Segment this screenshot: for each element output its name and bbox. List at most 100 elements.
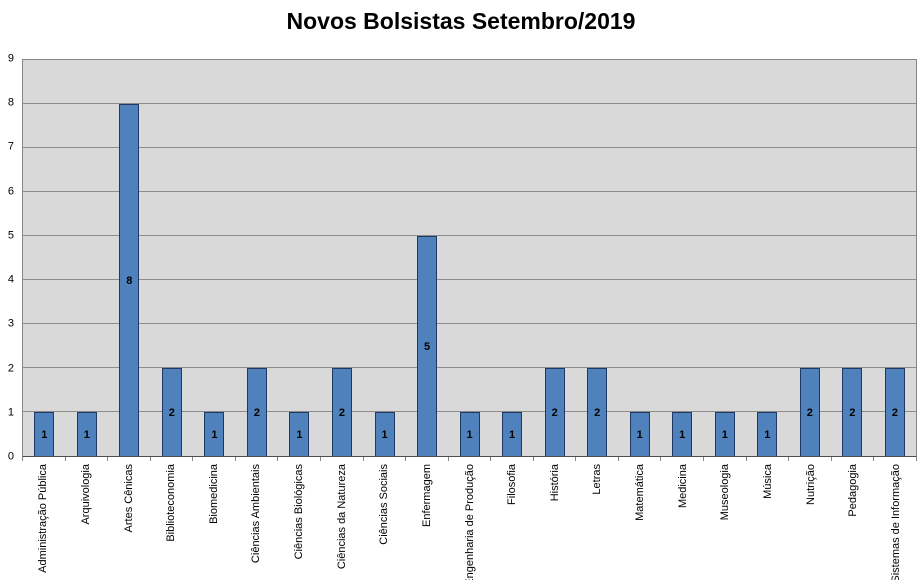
- x-axis-label-cell: Ciências Biológicas: [278, 464, 321, 578]
- bar-slot: 2: [789, 60, 832, 456]
- x-axis-label-cell: Letras: [576, 464, 619, 578]
- x-axis-tick: [149, 457, 151, 461]
- x-axis-label-cell: Sistemas de Informação: [875, 464, 918, 580]
- bar-slot: 1: [704, 60, 747, 456]
- x-axis-tick: [107, 457, 109, 461]
- bar: 1: [374, 412, 395, 456]
- x-axis-tick: [830, 457, 832, 461]
- x-axis-category-label: Artes Cênicas: [122, 464, 135, 533]
- bar-slot: 5: [406, 60, 449, 456]
- x-axis-category-label: Medicina: [676, 464, 689, 509]
- bar-data-label: 2: [891, 406, 898, 419]
- bar-data-label: 1: [296, 428, 303, 441]
- x-axis-category-label: Ciências da Natureza: [335, 464, 348, 570]
- x-axis-category-label: Administração Pública: [37, 464, 50, 573]
- bar: 5: [417, 236, 438, 456]
- bar-data-label: 1: [381, 428, 388, 441]
- gridline: [23, 411, 916, 412]
- bar-data-label: 1: [41, 428, 48, 441]
- bar-data-label: 1: [679, 428, 686, 441]
- bar-slot: 1: [746, 60, 789, 456]
- x-axis-tick: [319, 457, 321, 461]
- bar: 2: [331, 368, 352, 456]
- gridline: [23, 367, 916, 368]
- bar: 2: [544, 368, 565, 456]
- x-axis-label-cell: Medicina: [661, 464, 704, 578]
- x-axis-tick: [532, 457, 534, 461]
- y-axis-tick-label: 0: [7, 450, 14, 463]
- bar-data-label: 2: [338, 406, 346, 419]
- bar: 2: [246, 368, 267, 456]
- x-axis-category-label: Enfermagem: [420, 464, 433, 527]
- bar-slot: 1: [661, 60, 704, 456]
- x-axis-label-cell: Administração Pública: [22, 464, 65, 578]
- bar-data-label: 2: [551, 406, 558, 419]
- x-axis-category-label: Nutrição: [804, 464, 817, 505]
- bar: 1: [459, 412, 480, 456]
- x-axis-tick: [703, 457, 704, 461]
- y-axis-tick-label: 4: [7, 273, 14, 286]
- x-axis-tick: [405, 457, 407, 461]
- x-axis-label-cell: Ciências Sociais: [363, 464, 406, 578]
- bar: 2: [842, 368, 863, 456]
- x-axis-tick: [490, 457, 492, 461]
- y-axis-tick-label: 7: [7, 140, 14, 153]
- y-axis-tick-label: 5: [7, 229, 14, 242]
- gridlines: [23, 60, 916, 456]
- x-axis-tick: [64, 457, 66, 461]
- bar-slot: 1: [491, 60, 534, 456]
- chart-title: Novos Bolsistas Setembro/2019: [286, 8, 636, 34]
- bar-series: 1 1 8 2 1 2 1 2 1 5 1 1 2 2 1 1 1 1 2 2 2: [23, 60, 916, 456]
- bar: 2: [799, 368, 820, 456]
- x-axis-tick: [745, 457, 747, 461]
- bar-slot: 8: [108, 60, 151, 456]
- x-axis-tick: [192, 457, 194, 461]
- bar-slot: 1: [193, 60, 236, 456]
- x-axis-label-cell: Biblioteconomia: [150, 464, 193, 578]
- x-axis-label-cell: Artes Cênicas: [107, 464, 150, 578]
- x-axis-category-label: Museologia: [719, 464, 732, 521]
- bar: 1: [502, 412, 523, 456]
- y-axis-tick-label: 2: [7, 362, 14, 375]
- x-axis-tick: [575, 457, 577, 461]
- x-axis-category-label: Pedagogia: [847, 464, 860, 517]
- x-axis-category-label: Letras: [591, 464, 604, 495]
- x-axis-label-cell: Museologia: [704, 464, 747, 578]
- gridline: [23, 191, 916, 193]
- bar-data-label: 2: [806, 406, 813, 419]
- gridline: [23, 147, 916, 148]
- x-axis-category-label: Sistemas de Informação: [889, 464, 902, 580]
- bar: 8: [119, 104, 140, 456]
- bar-slot: 1: [618, 60, 661, 456]
- plot-area: 1 1 8 2 1 2 1 2 1 5 1 1 2 2 1 1 1 1 2 2 2: [22, 59, 917, 457]
- bar-slot: 1: [66, 60, 109, 456]
- bar-slot: 2: [874, 60, 917, 456]
- bar: 1: [629, 412, 650, 456]
- y-axis-tick-label: 6: [7, 185, 14, 198]
- x-axis-tick: [617, 457, 619, 461]
- x-axis-tick: [362, 457, 364, 461]
- y-axis-tick-label: 9: [7, 52, 14, 65]
- x-axis-tick: [915, 457, 917, 461]
- x-axis-label-cell: Pedagogia: [832, 464, 875, 578]
- bar-data-label: 2: [594, 406, 601, 419]
- x-axis-label-cell: Filosofia: [491, 464, 534, 578]
- x-axis-tick: [234, 457, 236, 461]
- x-axis-tick: [660, 457, 662, 461]
- x-axis-label-cell: Ciências Ambientais: [235, 464, 278, 578]
- x-axis-category-label: Filosofia: [506, 464, 519, 505]
- y-axis-tick-label: 1: [7, 406, 14, 419]
- x-axis-label-cell: Engenharia de Produção: [448, 464, 491, 580]
- y-axis-tick-label: 8: [7, 96, 14, 109]
- bar: 1: [289, 412, 310, 456]
- bar-slot: 1: [448, 60, 491, 456]
- x-axis-label-cell: Arquivologia: [65, 464, 108, 578]
- x-axis-tick: [277, 457, 279, 461]
- bar-slot: 2: [151, 60, 194, 456]
- x-axis-category-label: Ciências Ambientais: [250, 464, 263, 564]
- x-axis-label-cell: Música: [747, 464, 790, 578]
- bar-data-label: 1: [764, 428, 771, 441]
- x-axis-category-label: Arquivologia: [79, 464, 92, 525]
- bar: 1: [204, 412, 225, 456]
